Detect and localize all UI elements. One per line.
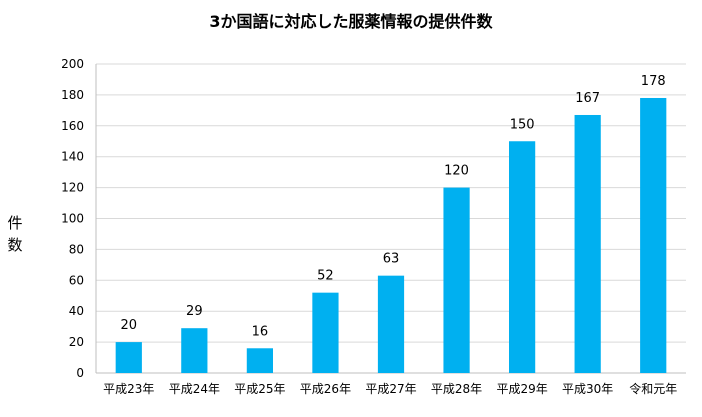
x-tick-label: 平成26年 xyxy=(300,382,351,396)
data-label: 167 xyxy=(575,91,600,106)
y-tick-label: 20 xyxy=(69,335,84,349)
bar xyxy=(574,114,601,374)
x-tick-label: 令和元年 xyxy=(629,381,677,396)
bar xyxy=(640,97,667,374)
bar xyxy=(181,328,208,373)
x-tick-label: 平成27年 xyxy=(365,382,416,396)
y-axis-label-char: 数 xyxy=(7,236,23,254)
y-axis-label: 件数 xyxy=(2,212,28,256)
y-tick-label: 60 xyxy=(69,273,84,287)
x-tick-label: 平成24年 xyxy=(169,382,220,396)
bar xyxy=(443,187,470,373)
bar xyxy=(509,141,536,373)
x-tick-label: 平成30年 xyxy=(562,382,613,396)
data-label: 120 xyxy=(444,164,469,179)
data-label: 16 xyxy=(252,324,269,339)
y-tick-label: 40 xyxy=(69,304,84,318)
bar xyxy=(115,342,142,373)
data-label: 150 xyxy=(510,117,535,132)
bar xyxy=(312,292,339,373)
x-tick-label: 平成28年 xyxy=(431,382,482,396)
bar xyxy=(377,275,405,373)
y-tick-label: 140 xyxy=(61,150,84,164)
x-tick-label: 平成23年 xyxy=(103,382,154,396)
chart-title: 3か国語に対応した服薬情報の提供件数 xyxy=(209,12,493,31)
y-axis-label-char: 件 xyxy=(7,214,23,232)
data-label: 29 xyxy=(186,304,203,319)
x-tick-label: 平成29年 xyxy=(496,382,547,396)
data-label: 52 xyxy=(317,269,334,284)
y-tick-label: 180 xyxy=(61,88,84,102)
data-label: 178 xyxy=(641,74,666,89)
y-tick-label: 80 xyxy=(69,242,84,256)
y-tick-label: 100 xyxy=(61,212,84,226)
y-tick-label: 200 xyxy=(61,57,84,71)
data-label: 63 xyxy=(383,252,400,267)
bar xyxy=(246,348,273,373)
x-tick-label: 平成25年 xyxy=(234,382,285,396)
y-tick-label: 160 xyxy=(61,119,84,133)
y-tick-label: 120 xyxy=(61,181,84,195)
data-label: 20 xyxy=(121,318,138,333)
y-tick-label: 0 xyxy=(76,366,84,380)
